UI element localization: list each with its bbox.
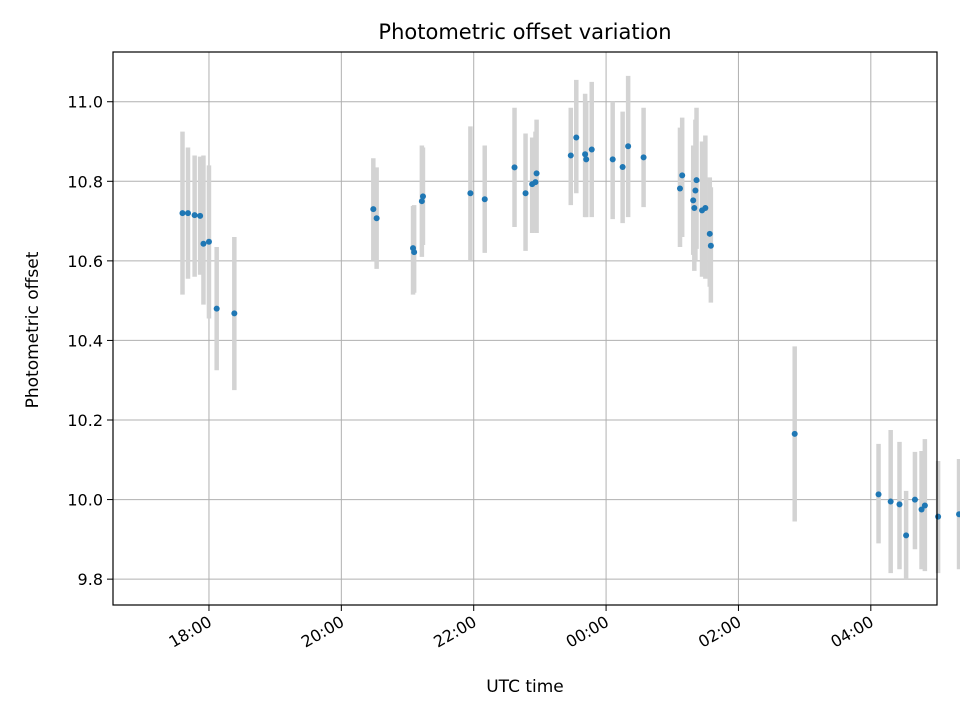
data-point	[887, 498, 894, 505]
data-point	[619, 163, 626, 170]
data-point	[921, 502, 928, 509]
data-point	[411, 249, 418, 256]
data-point	[691, 204, 698, 211]
x-axis-label: UTC time	[486, 677, 564, 697]
data-point	[640, 154, 647, 161]
data-point	[791, 430, 798, 437]
y-tick-label: 10.0	[67, 491, 103, 510]
data-point	[511, 164, 518, 171]
data-point	[213, 305, 220, 312]
data-point	[875, 491, 882, 498]
data-point	[567, 152, 574, 159]
data-point	[896, 501, 903, 508]
y-tick-label: 11.0	[67, 93, 103, 112]
data-point	[573, 134, 580, 141]
data-point	[582, 151, 589, 158]
data-point	[911, 496, 918, 503]
y-tick-label: 10.8	[67, 172, 103, 191]
data-point	[625, 143, 632, 150]
data-point	[935, 513, 942, 520]
data-point	[583, 156, 590, 163]
data-point	[690, 197, 697, 204]
data-point	[419, 193, 426, 200]
data-point	[370, 206, 377, 213]
data-point	[956, 511, 960, 518]
data-point	[191, 212, 198, 219]
y-tick-label: 10.4	[67, 331, 103, 350]
data-point	[676, 185, 683, 192]
data-point	[532, 179, 539, 186]
y-axis-ticks: 9.8 10.0 10.2 10.4 10.6 10.8 11.0	[67, 93, 113, 589]
data-point	[707, 242, 714, 249]
data-point	[522, 190, 529, 197]
data-point	[231, 310, 238, 317]
data-point	[706, 230, 713, 237]
plot-frame	[112, 51, 938, 606]
data-point	[903, 532, 910, 539]
data-point	[918, 506, 925, 513]
data-point	[200, 240, 207, 247]
y-tick-label: 10.6	[67, 252, 103, 271]
data-point	[693, 177, 700, 184]
chart-title: Photometric offset variation	[378, 20, 671, 44]
y-tick-label: 10.2	[67, 411, 103, 430]
y-axis-label: Photometric offset	[23, 251, 43, 408]
data-point	[692, 187, 699, 194]
data-point	[418, 198, 425, 205]
data-point	[205, 238, 212, 245]
data-point	[702, 204, 709, 211]
data-point	[185, 210, 192, 217]
data-point	[467, 190, 474, 197]
data-point	[373, 215, 380, 222]
y-tick-label: 9.8	[78, 570, 103, 589]
data-point	[609, 156, 616, 163]
data-point	[179, 210, 186, 217]
grid-lines	[113, 52, 937, 605]
data-point	[533, 170, 540, 177]
data-point	[588, 146, 595, 153]
data-point	[481, 196, 488, 203]
data-point	[197, 212, 204, 219]
data-point	[679, 172, 686, 179]
